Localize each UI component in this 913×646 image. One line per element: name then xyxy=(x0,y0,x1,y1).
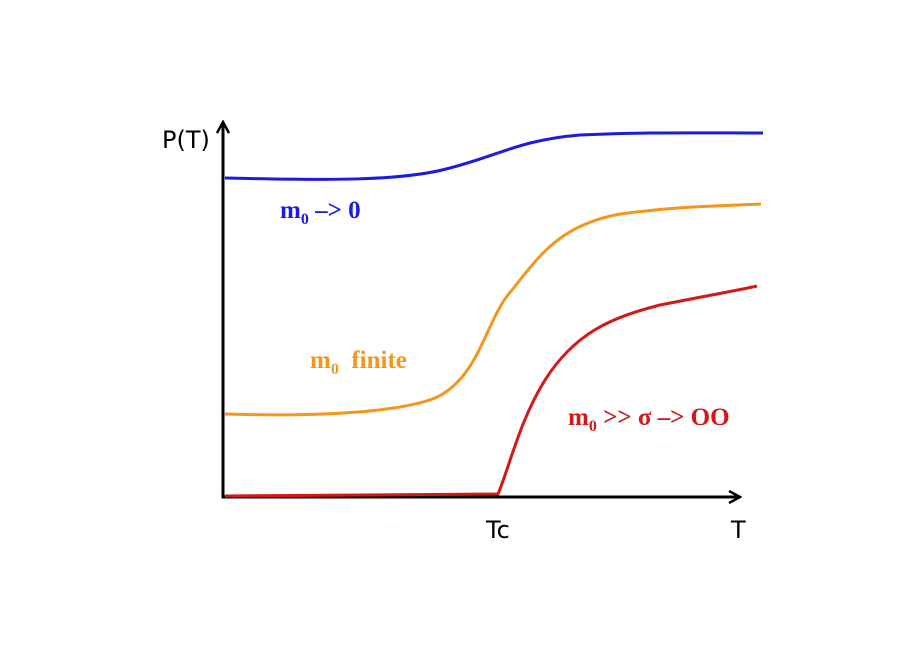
label-main: m xyxy=(310,347,331,374)
curve-label: m0 –> 0 xyxy=(280,197,361,228)
critical-label: Tc xyxy=(485,516,510,544)
x-axis-label: T xyxy=(730,516,746,544)
label-main: m xyxy=(280,197,301,224)
red-curve xyxy=(224,284,758,498)
label-main: m xyxy=(568,404,589,431)
label-sub: 0 xyxy=(331,361,339,378)
blue-curve xyxy=(224,131,764,181)
y-axis-label: P(T) xyxy=(162,126,210,154)
label-sub: 0 xyxy=(589,418,597,435)
label-rest: >> σ –> OO xyxy=(597,404,730,431)
label-sub: 0 xyxy=(301,211,309,228)
curve-label: m0 >> σ –> OO xyxy=(568,404,730,435)
curve-label: m0 finite xyxy=(310,347,407,378)
label-rest: finite xyxy=(339,347,407,374)
label-rest: –> 0 xyxy=(309,197,361,224)
orange-curve xyxy=(224,202,762,417)
